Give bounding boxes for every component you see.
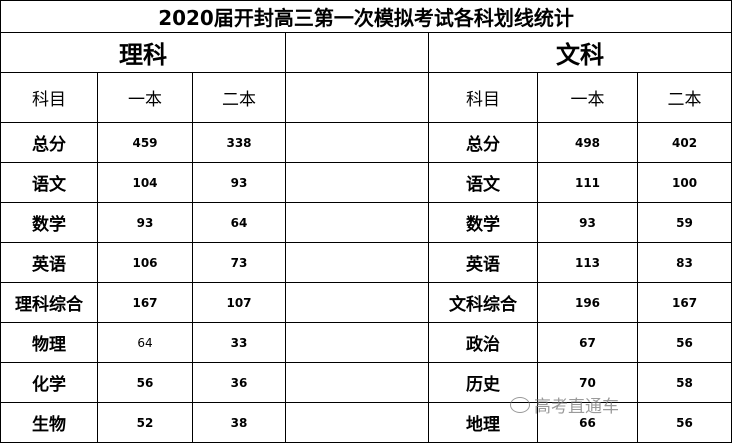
liberal-erben: 83 bbox=[636, 242, 732, 283]
table-row: 物理 64 33 政治 67 56 bbox=[0, 322, 732, 363]
liberal-yiben: 93 bbox=[537, 202, 638, 243]
liberal-subject: 历史 bbox=[428, 362, 538, 403]
liberal-subject: 文科综合 bbox=[428, 282, 538, 323]
liberal-subject: 政治 bbox=[428, 322, 538, 363]
liberal-subject: 英语 bbox=[428, 242, 538, 283]
liberal-header-erben: 二本 bbox=[636, 72, 732, 123]
spacer-cell bbox=[285, 362, 429, 403]
spacer-cell bbox=[285, 282, 429, 323]
science-subject: 理科综合 bbox=[0, 282, 98, 323]
science-subject: 化学 bbox=[0, 362, 98, 403]
liberal-header-subject: 科目 bbox=[428, 72, 538, 123]
science-erben: 38 bbox=[192, 402, 286, 443]
table-row: 英语 106 73 英语 113 83 bbox=[0, 242, 732, 283]
science-subject: 数学 bbox=[0, 202, 98, 243]
liberal-erben: 167 bbox=[636, 282, 732, 323]
liberal-erben: 402 bbox=[636, 122, 732, 163]
spacer-cell bbox=[285, 202, 429, 243]
science-subject: 总分 bbox=[0, 122, 98, 163]
science-erben: 64 bbox=[192, 202, 286, 243]
liberal-subject: 总分 bbox=[428, 122, 538, 163]
science-yiben: 459 bbox=[97, 122, 193, 163]
liberal-yiben: 111 bbox=[537, 162, 638, 203]
liberal-erben: 59 bbox=[636, 202, 732, 243]
science-erben: 73 bbox=[192, 242, 286, 283]
science-yiben: 106 bbox=[97, 242, 193, 283]
liberal-erben: 58 bbox=[636, 362, 732, 403]
liberal-erben: 100 bbox=[636, 162, 732, 203]
science-yiben: 104 bbox=[97, 162, 193, 203]
science-section-label: 理科 bbox=[0, 32, 286, 73]
liberal-yiben: 498 bbox=[537, 122, 638, 163]
spacer-cell bbox=[285, 32, 429, 73]
liberal-subject: 地理 bbox=[428, 402, 538, 443]
science-yiben: 64 bbox=[97, 322, 193, 363]
liberal-erben: 56 bbox=[636, 402, 732, 443]
science-erben: 107 bbox=[192, 282, 286, 323]
liberal-subject: 语文 bbox=[428, 162, 538, 203]
liberal-yiben: 196 bbox=[537, 282, 638, 323]
science-subject: 英语 bbox=[0, 242, 98, 283]
table-row: 理科综合 167 107 文科综合 196 167 bbox=[0, 282, 732, 323]
science-subject: 语文 bbox=[0, 162, 98, 203]
table-row: 化学 56 36 历史 70 58 bbox=[0, 362, 732, 403]
liberal-yiben: 67 bbox=[537, 322, 638, 363]
spacer-cell bbox=[285, 162, 429, 203]
table-title: 2020届开封高三第一次模拟考试各科划线统计 bbox=[0, 0, 732, 33]
science-subject: 生物 bbox=[0, 402, 98, 443]
spacer-cell bbox=[285, 322, 429, 363]
science-erben: 93 bbox=[192, 162, 286, 203]
table-row: 生物 52 38 地理 66 56 bbox=[0, 402, 732, 443]
liberal-yiben: 66 bbox=[537, 402, 638, 443]
science-yiben: 93 bbox=[97, 202, 193, 243]
liberal-yiben: 70 bbox=[537, 362, 638, 403]
table-row: 总分 459 338 总分 498 402 bbox=[0, 122, 732, 163]
science-erben: 33 bbox=[192, 322, 286, 363]
liberal-yiben: 113 bbox=[537, 242, 638, 283]
table-row: 语文 104 93 语文 111 100 bbox=[0, 162, 732, 203]
header-row: 科目 一本 二本 科目 一本 二本 bbox=[0, 72, 732, 123]
science-header-erben: 二本 bbox=[192, 72, 286, 123]
spacer-cell bbox=[285, 402, 429, 443]
liberal-subject: 数学 bbox=[428, 202, 538, 243]
science-erben: 36 bbox=[192, 362, 286, 403]
science-yiben: 52 bbox=[97, 402, 193, 443]
science-yiben: 167 bbox=[97, 282, 193, 323]
spacer-cell bbox=[285, 72, 429, 123]
table-row: 数学 93 64 数学 93 59 bbox=[0, 202, 732, 243]
science-header-subject: 科目 bbox=[0, 72, 98, 123]
liberal-erben: 56 bbox=[636, 322, 732, 363]
science-yiben: 56 bbox=[97, 362, 193, 403]
spacer-cell bbox=[285, 242, 429, 283]
science-erben: 338 bbox=[192, 122, 286, 163]
science-subject: 物理 bbox=[0, 322, 98, 363]
liberal-header-yiben: 一本 bbox=[537, 72, 638, 123]
liberal-section-label: 文科 bbox=[427, 32, 732, 73]
science-header-yiben: 一本 bbox=[97, 72, 193, 123]
spacer-cell bbox=[285, 122, 429, 163]
